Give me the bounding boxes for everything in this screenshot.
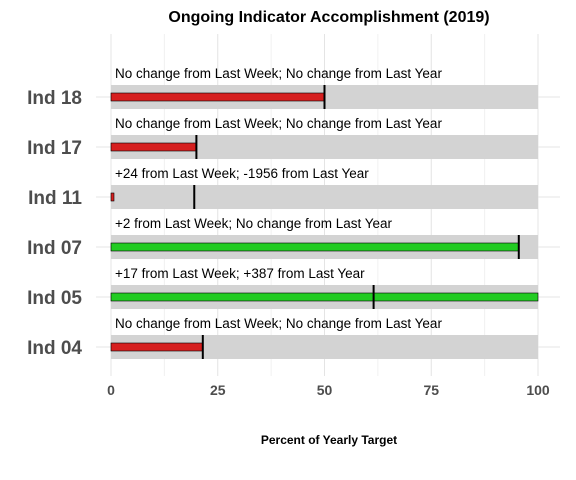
y-tick-label: Ind 11 <box>28 188 82 209</box>
y-axis-labels: Ind 18 Ind 17 Ind 11 Ind 07 Ind 05 Ind 04 <box>27 88 82 359</box>
y-tick-label: Ind 18 <box>27 88 82 109</box>
change-note: +17 from Last Week; +387 from Last Year <box>115 266 365 281</box>
change-note: No change from Last Week; No change from… <box>115 316 442 331</box>
change-note: No change from Last Week; No change from… <box>115 116 442 131</box>
target-markers <box>193 85 520 359</box>
change-notes: No change from Last Week; No change from… <box>115 66 442 331</box>
x-tick-label: 75 <box>423 382 439 398</box>
background-track <box>111 185 538 209</box>
y-tick-label: Ind 17 <box>27 138 82 159</box>
value-bar <box>110 192 115 202</box>
y-tick-label: Ind 04 <box>27 338 82 359</box>
x-tick-label: 50 <box>317 382 333 398</box>
value-bar <box>110 142 197 152</box>
x-axis-label: Percent of Yearly Target <box>261 433 397 447</box>
y-tick-label: Ind 05 <box>27 288 82 309</box>
change-note: +2 from Last Week; No change from Last Y… <box>115 216 393 231</box>
change-note: No change from Last Week; No change from… <box>115 66 442 81</box>
y-tick-label: Ind 07 <box>27 238 82 259</box>
x-axis-ticks: 0 25 50 75 100 <box>107 382 550 398</box>
value-bar <box>110 342 204 352</box>
value-bar <box>110 92 325 102</box>
value-bar <box>110 242 520 252</box>
x-tick-label: 0 <box>107 382 115 398</box>
change-note: +24 from Last Week; -1956 from Last Year <box>115 166 369 181</box>
value-bar <box>110 292 539 302</box>
x-tick-label: 100 <box>526 382 550 398</box>
x-tick-label: 25 <box>210 382 226 398</box>
chart-title: Ongoing Indicator Accomplishment (2019) <box>168 9 489 26</box>
